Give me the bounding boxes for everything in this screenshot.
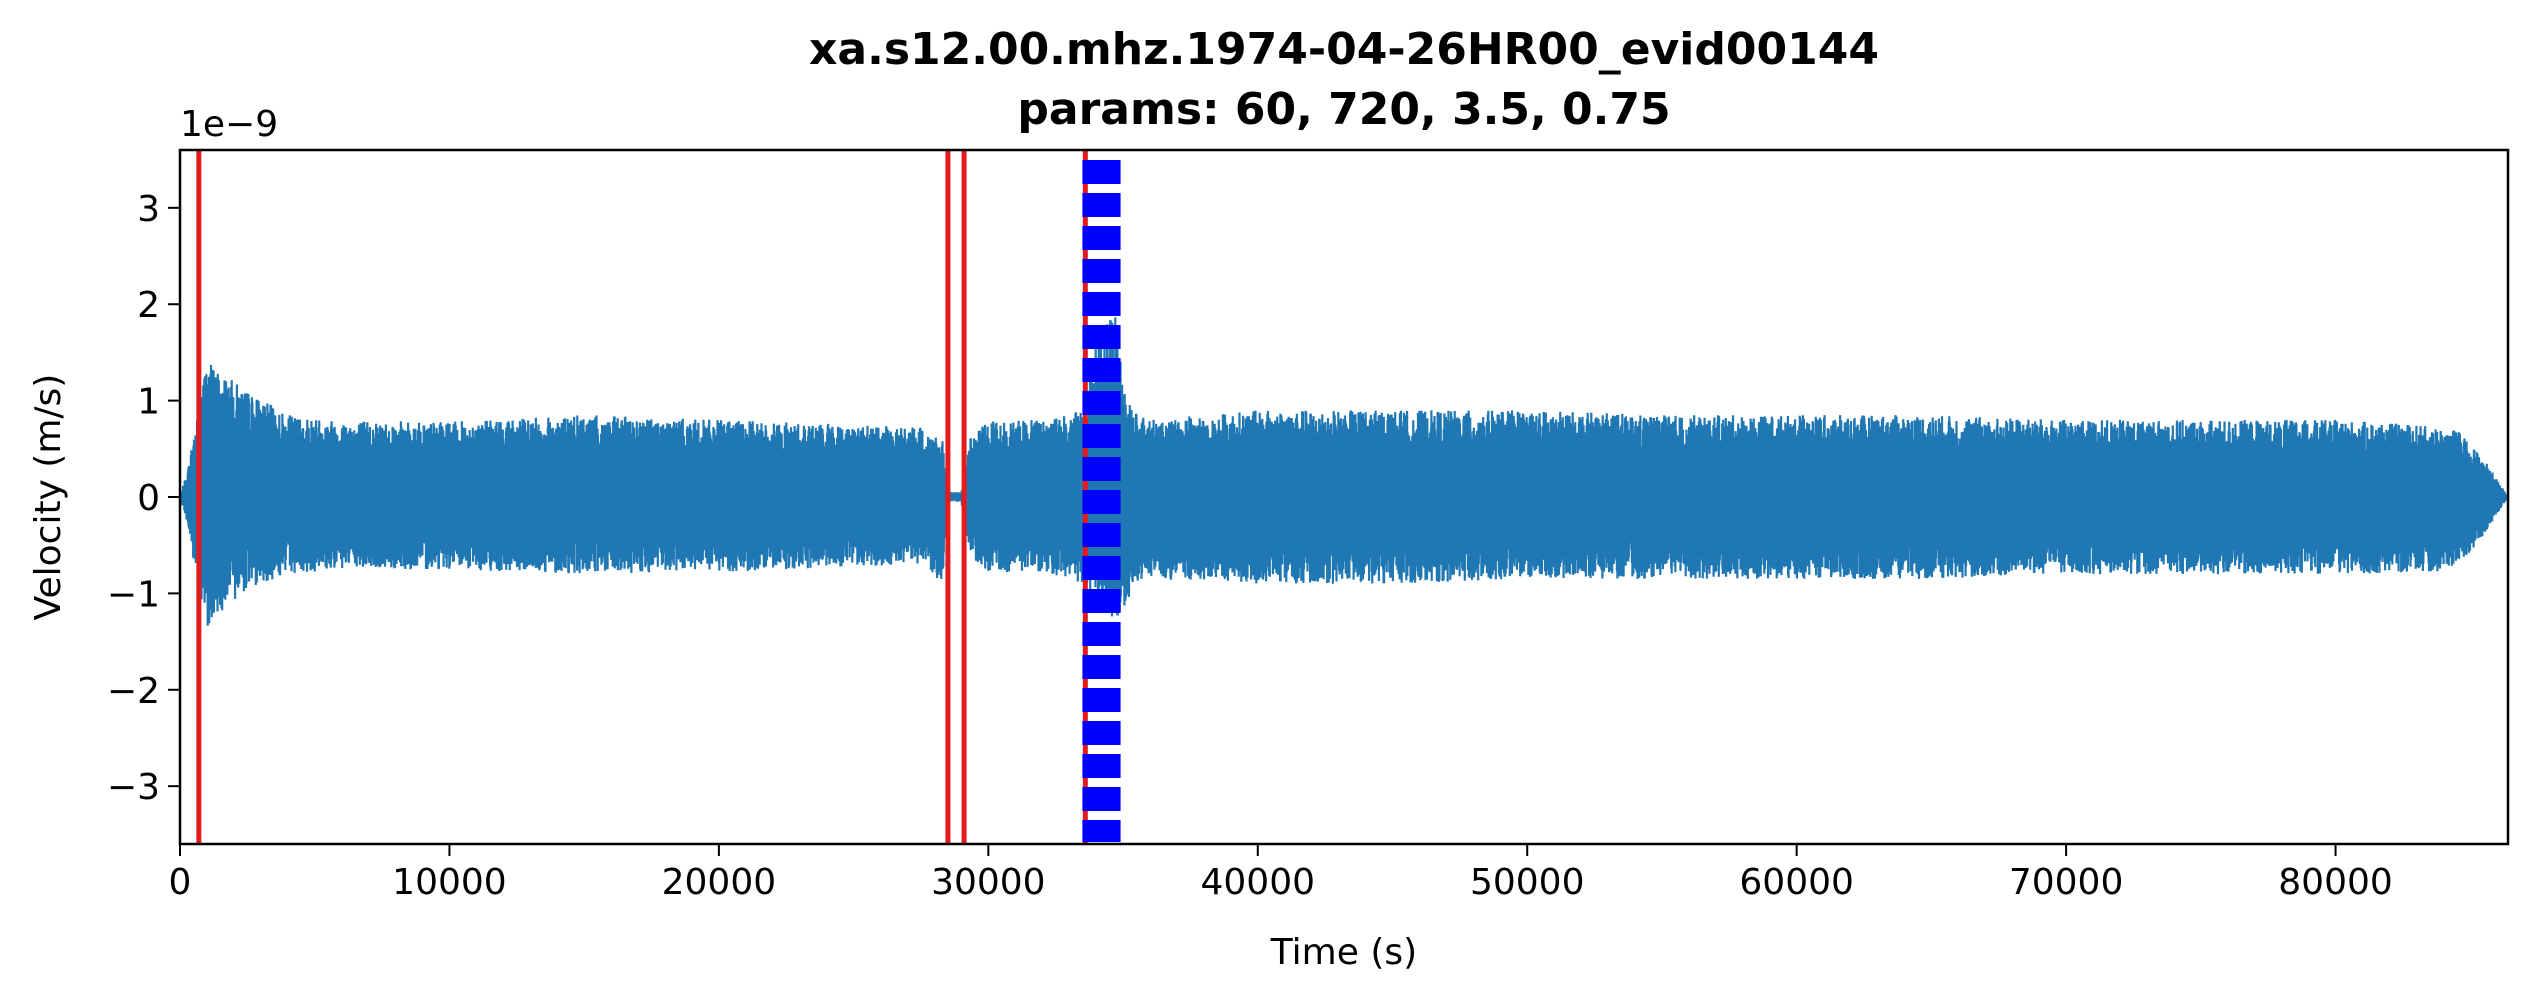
chart-subtitle: params: 60, 720, 3.5, 0.75: [1017, 84, 1670, 135]
x-tick-label-7: 70000: [2009, 862, 2124, 903]
y-tick-label-5: 2: [137, 285, 160, 326]
y-tick-label-6: 3: [137, 189, 160, 230]
y-tick-label-0: −3: [107, 767, 160, 808]
x-tick-label-3: 30000: [931, 862, 1046, 903]
y-offset-label: 1e−9: [180, 104, 278, 145]
x-tick-label-6: 60000: [1739, 862, 1854, 903]
x-tick-label-0: 0: [169, 862, 192, 903]
y-tick-label-2: −1: [107, 574, 160, 615]
x-tick-label-4: 40000: [1201, 862, 1316, 903]
x-tick-label-8: 80000: [2278, 862, 2393, 903]
y-tick-label-4: 1: [137, 382, 160, 423]
y-axis-label: Velocity (m/s): [28, 374, 69, 621]
x-tick-label-5: 50000: [1470, 862, 1585, 903]
x-tick-label-1: 10000: [392, 862, 507, 903]
signal-layer: [180, 317, 2508, 626]
signal-trace: [180, 317, 2508, 626]
chart-title: xa.s12.00.mhz.1974-04-26HR00_evid00144: [809, 24, 1879, 75]
y-axis-ticks: −3 −2 −1 0 1 2 3: [107, 189, 180, 808]
x-tick-label-2: 20000: [662, 862, 777, 903]
detection-markers: [1082, 160, 1121, 842]
y-tick-label-3: 0: [137, 478, 160, 519]
x-axis-label: Time (s): [1270, 932, 1417, 973]
y-tick-label-1: −2: [107, 671, 160, 712]
x-axis-ticks: 0 10000 20000 30000 40000 50000 60000 70000 8000…: [169, 844, 2393, 903]
